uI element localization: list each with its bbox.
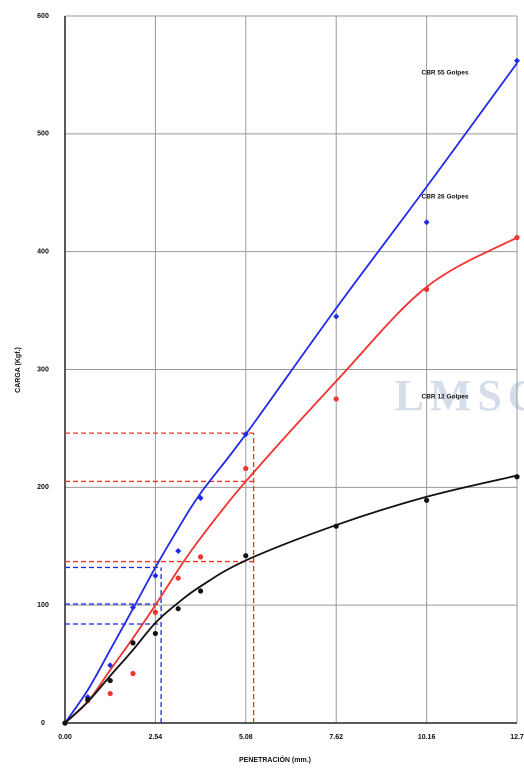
data-point bbox=[152, 609, 158, 615]
x-tick-label: 5.08 bbox=[239, 734, 253, 741]
fit-curve bbox=[64, 236, 518, 724]
data-point bbox=[242, 431, 249, 438]
watermark: LMSC bbox=[394, 371, 524, 420]
fit-curve bbox=[64, 62, 518, 724]
x-tick-label: 12.7 bbox=[510, 734, 524, 741]
data-point bbox=[514, 234, 520, 241]
data-point bbox=[514, 57, 520, 64]
data-point bbox=[333, 523, 339, 529]
data-point bbox=[175, 575, 181, 581]
y-axis-title: CARGA (Kgf.) bbox=[15, 347, 22, 393]
data-point bbox=[175, 547, 182, 554]
data-point bbox=[152, 572, 159, 579]
data-point bbox=[514, 474, 520, 480]
data-point bbox=[107, 677, 113, 684]
data-point bbox=[152, 630, 158, 637]
series-label: CBR 55 Golpes bbox=[422, 70, 469, 77]
data-point bbox=[198, 554, 204, 560]
y-tick-label: 0 bbox=[41, 720, 45, 727]
data-point bbox=[423, 219, 430, 226]
series-label: CBR 12 Golpes bbox=[422, 394, 469, 401]
data-point bbox=[333, 313, 340, 320]
y-tick-label: 400 bbox=[37, 249, 49, 256]
data-point bbox=[130, 640, 136, 646]
x-axis-title: PENETRACIÓN (mm.) bbox=[239, 755, 311, 764]
data-point bbox=[333, 396, 339, 402]
data-point bbox=[62, 720, 68, 726]
y-tick-label: 200 bbox=[37, 484, 49, 491]
data-point bbox=[85, 696, 91, 703]
data-point bbox=[424, 286, 430, 292]
fit-curve bbox=[64, 474, 518, 724]
x-tick-label: 10.16 bbox=[418, 734, 436, 741]
x-tick-label: 2.54 bbox=[149, 734, 163, 741]
series-label: CBR 26 Golpes bbox=[422, 194, 469, 201]
data-point bbox=[243, 553, 249, 559]
data-point bbox=[130, 670, 136, 677]
data-point bbox=[129, 604, 136, 611]
data-point bbox=[175, 606, 181, 612]
data-point bbox=[197, 494, 204, 501]
y-tick-label: 500 bbox=[37, 131, 49, 138]
y-tick-label: 100 bbox=[37, 602, 49, 609]
data-point bbox=[424, 497, 430, 503]
data-point bbox=[243, 465, 249, 472]
data-point bbox=[107, 690, 113, 697]
y-tick-label: 300 bbox=[37, 366, 49, 373]
x-tick-label: 7.62 bbox=[329, 734, 343, 741]
data-point bbox=[198, 588, 204, 594]
x-tick-label: 0.00 bbox=[58, 734, 72, 741]
y-tick-label: 600 bbox=[37, 13, 49, 20]
